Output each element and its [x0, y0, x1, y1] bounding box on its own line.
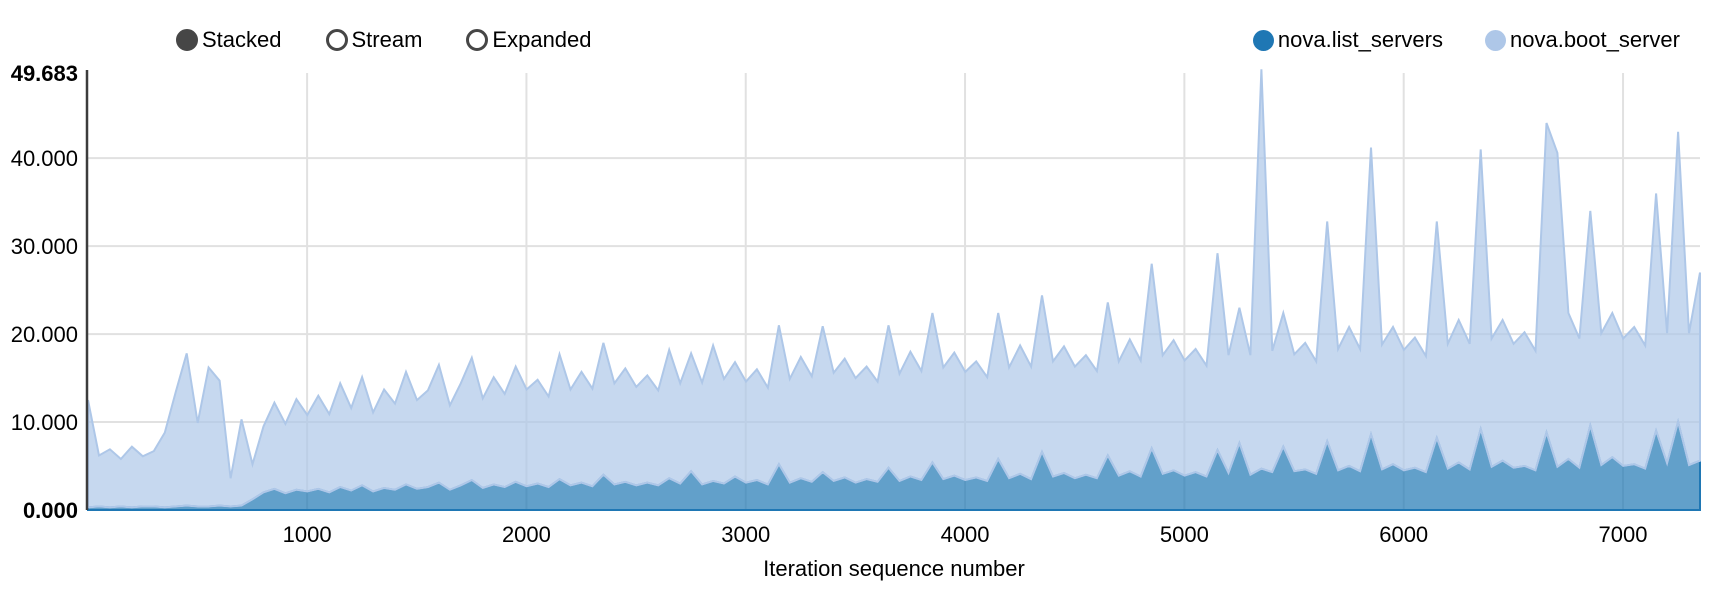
svg-text:7000: 7000 [1599, 522, 1648, 547]
radio-selected-icon [176, 29, 198, 51]
x-axis-title: Iteration sequence number [763, 556, 1025, 581]
svg-text:40.000: 40.000 [11, 146, 78, 171]
x-axis-tick-labels: 1000 2000 3000 4000 5000 6000 7000 [283, 522, 1648, 547]
legend-item-nova.list_servers[interactable]: nova.list_servers [1252, 27, 1443, 52]
y-axis-tick-labels: 0.000 10.000 20.000 30.000 40.000 49.683 [11, 61, 78, 523]
control-stacked[interactable]: Stacked [176, 28, 282, 52]
legend-label: nova.boot_server [1510, 27, 1680, 52]
chart-style-controls: Stacked Stream Expanded [176, 28, 592, 52]
svg-text:2000: 2000 [502, 522, 551, 547]
radio-unselected-icon [466, 29, 489, 51]
control-label: Expanded [492, 27, 592, 52]
legend-item-nova.boot_server[interactable]: nova.boot_server [1485, 28, 1680, 52]
legend-swatch-icon [1252, 29, 1274, 51]
svg-text:6000: 6000 [1379, 522, 1428, 547]
control-label: Stacked [202, 27, 282, 52]
legend-swatch-icon [1485, 29, 1506, 51]
svg-text:0.000: 0.000 [23, 498, 78, 523]
series-areas [87, 69, 1701, 511]
control-stream[interactable]: Stream [325, 27, 423, 52]
radio-unselected-icon [325, 29, 348, 51]
svg-text:4000: 4000 [941, 522, 990, 547]
svg-text:20.000: 20.000 [11, 322, 78, 347]
area-nova.boot_server [87, 69, 1701, 509]
svg-text:5000: 5000 [1160, 522, 1209, 547]
svg-text:10.000: 10.000 [11, 410, 78, 435]
control-expanded[interactable]: Expanded [466, 27, 592, 52]
svg-text:1000: 1000 [283, 522, 332, 547]
svg-text:30.000: 30.000 [11, 234, 78, 259]
svg-text:49.683: 49.683 [11, 61, 78, 86]
control-label: Stream [351, 27, 423, 52]
legend-label: nova.list_servers [1277, 27, 1443, 52]
chart-legend: nova.list_servers nova.boot_server [1252, 27, 1680, 52]
svg-text:3000: 3000 [721, 522, 770, 547]
